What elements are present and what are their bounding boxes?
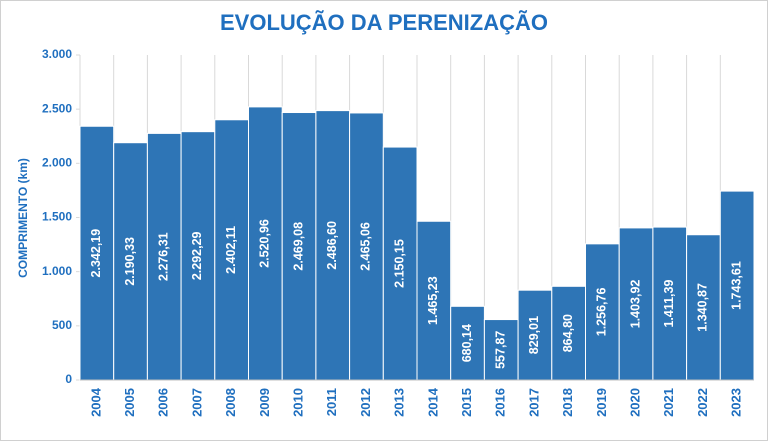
x-tick-label: 2017 (526, 388, 541, 417)
value-label: 1.403,92 (628, 280, 642, 329)
bar (113, 142, 148, 381)
bar (146, 132, 182, 381)
bar (618, 227, 654, 381)
value-label: 2.190,33 (123, 237, 137, 286)
x-tick-label: 2007 (189, 388, 204, 417)
value-label: 829,01 (527, 316, 541, 354)
y-axis-label: COMPRIMENTO (km) (16, 158, 30, 278)
x-tick-label: 2011 (324, 388, 339, 416)
value-label: 680,14 (460, 324, 474, 362)
x-tick-label: 2010 (290, 388, 305, 417)
value-label: 1.465,23 (426, 276, 440, 325)
bar (214, 119, 250, 381)
value-label: 2.150,15 (392, 239, 406, 288)
x-tick-label: 2004 (88, 387, 103, 417)
bar (450, 305, 485, 381)
x-tick-label: 2019 (594, 388, 609, 417)
x-tick-label: 2009 (257, 388, 272, 417)
y-tick-label: 1.500 (42, 210, 72, 224)
y-tick-label: 3.000 (42, 47, 72, 61)
value-label: 2.520,96 (258, 219, 272, 268)
value-label: 1.411,39 (662, 280, 676, 328)
y-tick-label: 1.000 (42, 264, 72, 278)
bar (281, 112, 317, 381)
bar (248, 106, 283, 381)
x-tick-label: 2018 (560, 388, 575, 417)
x-tick-label: 2023 (729, 388, 744, 417)
value-label: 2.465,06 (359, 222, 373, 271)
x-tick-label: 2015 (459, 388, 474, 417)
bar (416, 220, 452, 381)
bar (315, 110, 351, 381)
x-tick-label: 2021 (661, 388, 676, 417)
bar (719, 190, 755, 381)
value-label: 2.486,60 (325, 221, 339, 270)
x-tick-label: 2012 (358, 388, 373, 417)
x-tick-label: 2014 (425, 387, 440, 417)
x-tick-label: 2020 (627, 388, 642, 417)
value-label: 1.256,76 (595, 288, 609, 337)
bar (686, 234, 721, 381)
value-label: 2.276,31 (157, 232, 171, 281)
y-tick-label: 0 (65, 372, 72, 386)
x-tick-label: 2016 (493, 388, 508, 417)
value-label: 2.292,29 (190, 231, 204, 280)
y-tick-label: 500 (52, 318, 72, 332)
value-label: 1.743,61 (729, 261, 743, 310)
x-tick-label: 2013 (392, 388, 407, 417)
value-label: 2.342,19 (89, 229, 103, 278)
value-label: 2.469,08 (291, 222, 305, 271)
x-tick-label: 2022 (695, 388, 710, 417)
value-label: 2.402,11 (224, 226, 238, 274)
bar (180, 131, 216, 381)
value-label: 864,80 (561, 314, 575, 352)
x-tick-label: 2008 (223, 388, 238, 417)
value-label: 1.340,87 (696, 283, 710, 332)
value-label: 557,87 (494, 331, 508, 369)
chart-title: EVOLUÇÃO DA PERENIZAÇÃO (220, 10, 548, 35)
x-tick-label: 2006 (156, 388, 171, 417)
x-tick-label: 2005 (122, 388, 137, 417)
y-tick-label: 2.500 (42, 101, 72, 115)
y-tick-label: 2.000 (42, 156, 72, 170)
